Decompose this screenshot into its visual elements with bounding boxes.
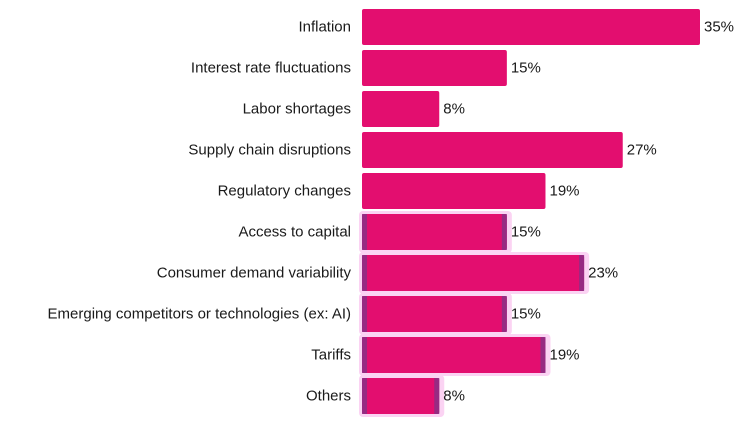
bar-edge-left xyxy=(362,378,367,414)
bars-layer xyxy=(359,9,700,417)
bar xyxy=(362,132,623,168)
value-label: 8% xyxy=(443,388,465,405)
category-label: Inflation xyxy=(298,19,351,36)
value-label: 23% xyxy=(588,265,618,282)
labels-layer: Inflation 35% Interest rate fluctuations 15… xyxy=(48,19,735,405)
bar xyxy=(362,91,440,127)
bar xyxy=(362,255,585,291)
category-label: Access to capital xyxy=(238,224,351,241)
value-label: 19% xyxy=(549,183,579,200)
bar xyxy=(362,337,546,373)
bar-edge-left xyxy=(362,255,367,291)
bar xyxy=(362,296,507,332)
bar-edge-left xyxy=(362,296,367,332)
bar-edge-right xyxy=(501,296,507,332)
category-label: Labor shortages xyxy=(243,101,351,118)
category-label: Regulatory changes xyxy=(218,183,351,200)
category-label: Tariffs xyxy=(311,347,351,364)
category-label: Interest rate fluctuations xyxy=(191,60,351,77)
bar-edge-left xyxy=(362,214,367,250)
category-label: Supply chain disruptions xyxy=(188,142,351,159)
value-label: 19% xyxy=(549,347,579,364)
category-label: Emerging competitors or technologies (ex… xyxy=(48,306,351,323)
value-label: 27% xyxy=(627,142,657,159)
bar xyxy=(362,214,507,250)
category-label: Others xyxy=(306,388,351,405)
bar-edge-right xyxy=(434,378,440,414)
bar xyxy=(362,9,700,45)
bar-edge-left xyxy=(362,337,367,373)
value-label: 15% xyxy=(511,306,541,323)
value-label: 35% xyxy=(704,19,734,36)
bar xyxy=(362,173,546,209)
bar xyxy=(362,50,507,86)
bar-edge-right xyxy=(501,214,507,250)
value-label: 15% xyxy=(511,224,541,241)
bar-edge-right xyxy=(579,255,585,291)
category-label: Consumer demand variability xyxy=(157,265,352,282)
value-label: 15% xyxy=(511,60,541,77)
bar xyxy=(362,378,440,414)
value-label: 8% xyxy=(443,101,465,118)
bar-edge-right xyxy=(540,337,546,373)
